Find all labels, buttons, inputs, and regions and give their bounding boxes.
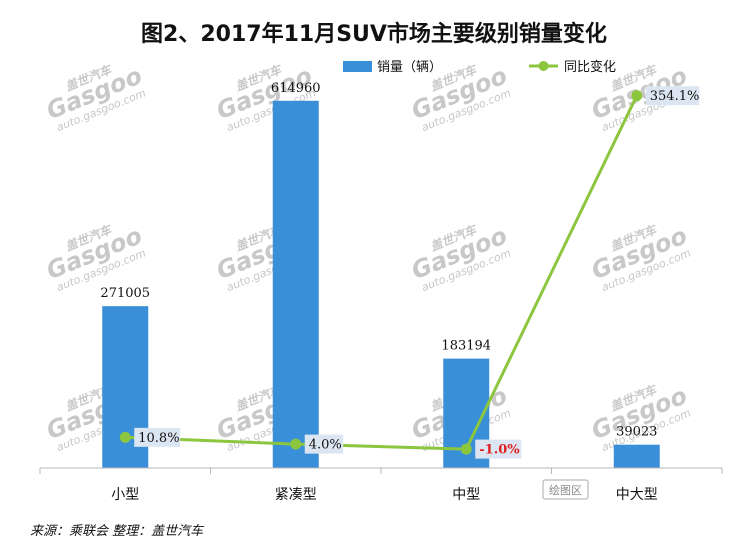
- bar: [272, 100, 319, 468]
- chart-title: 图2、2017年11月SUV市场主要级别销量变化: [141, 21, 607, 47]
- bar-value-label: 39023: [616, 425, 657, 440]
- bar-series: [102, 100, 660, 468]
- svg-text:4.0%: 4.0%: [309, 438, 342, 453]
- line-value-label: 4.0%: [304, 434, 344, 454]
- legend-bar-label: 销量（辆）: [377, 60, 442, 75]
- legend: 销量（辆） 同比变化: [343, 59, 616, 75]
- x-tick-label: 中型: [452, 487, 480, 503]
- line-value-label: -1.0%: [475, 439, 522, 459]
- plot-area-button[interactable]: 绘图区: [542, 479, 589, 500]
- legend-line-marker: [538, 61, 549, 71]
- svg-text:354.1%: 354.1%: [650, 89, 700, 104]
- svg-text:绘图区: 绘图区: [549, 483, 582, 497]
- x-tick-label: 紧凑型: [275, 486, 317, 503]
- legend-bar-swatch: [343, 61, 372, 72]
- x-tick-label: 中大型: [616, 487, 658, 503]
- line-point: [119, 431, 131, 443]
- bar: [613, 444, 660, 468]
- svg-text:-1.0%: -1.0%: [479, 443, 520, 458]
- bar-value-label: 183194: [441, 339, 491, 354]
- line-point: [631, 90, 643, 102]
- line-series: [119, 90, 643, 455]
- line-point: [460, 443, 472, 455]
- x-axis-ticks: [39, 468, 723, 474]
- line-path: [125, 95, 639, 451]
- line-data-labels: 10.8% 4.0% -1.0% 354.1%: [134, 86, 700, 459]
- bar-value-label: 614960: [271, 81, 321, 96]
- line-value-label: 354.1%: [645, 86, 700, 106]
- source-note: 来源：乘联会 整理：盖世汽车: [30, 524, 205, 539]
- svg-text:10.8%: 10.8%: [138, 431, 179, 446]
- legend-line-label: 同比变化: [564, 59, 616, 75]
- line-point: [290, 438, 302, 450]
- bar-data-labels: 271005 614960 183194 39023: [100, 81, 657, 440]
- x-axis-labels: 小型 紧凑型 中型 中大型: [111, 486, 658, 503]
- x-tick-label: 小型: [111, 487, 139, 503]
- bar-value-label: 271005: [100, 286, 150, 301]
- line-value-label: 10.8%: [134, 427, 181, 447]
